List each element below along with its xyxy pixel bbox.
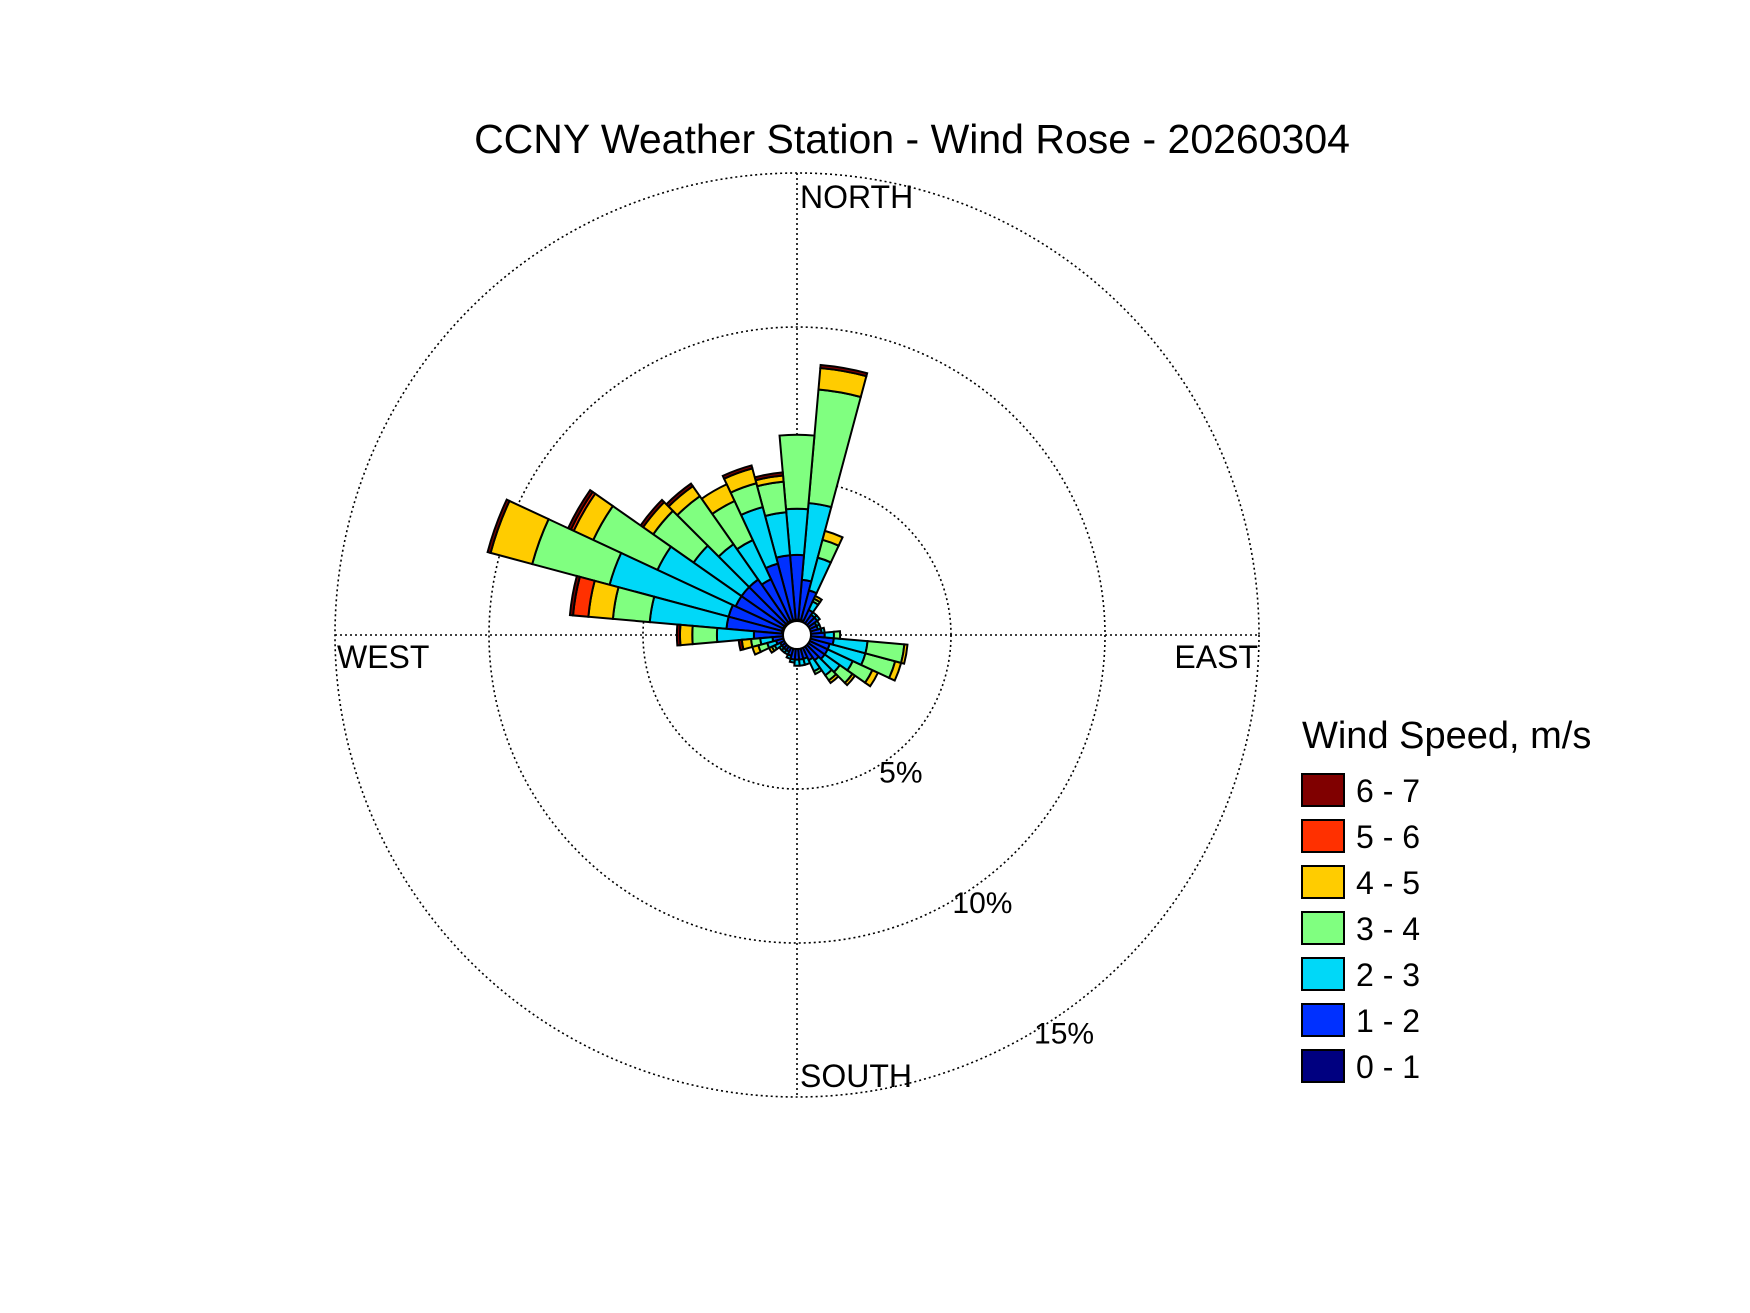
bar-dir-280-bin-7: [568, 574, 582, 617]
bar-dir-290-bin-7: [486, 498, 511, 555]
bar-dir-310-bin-7: [639, 498, 666, 529]
bar-dir-300-bin-7: [566, 488, 595, 531]
bar-dir-30-bin-5: [812, 594, 824, 604]
bar-dir-120-bin-5: [863, 668, 880, 688]
ring-label-2: 10%: [952, 887, 1012, 920]
bar-dir-130-bin-5: [843, 672, 857, 687]
chart-title: CCNY Weather Station - Wind Rose - 20260…: [474, 116, 1350, 162]
legend-swatch-6: [1301, 1003, 1345, 1037]
legend-label-2: 5 - 6: [1356, 819, 1420, 855]
bar-dir-40-bin-3: [809, 610, 819, 619]
legend: Wind Speed, m/s 6 - 7 5 - 6 4 - 5 3 - 4 2 - …: [1301, 715, 1591, 1085]
legend-label-5: 2 - 3: [1356, 957, 1420, 993]
bar-dir-240-bin-5: [767, 645, 776, 655]
legend-label-7: 0 - 1: [1356, 1049, 1420, 1085]
legend-swatch-1: [1301, 773, 1345, 807]
legend-label-4: 3 - 4: [1356, 911, 1420, 947]
wind-rose-bars: [486, 363, 909, 688]
bar-dir-340-bin-7: [721, 464, 754, 481]
legend-label-3: 4 - 5: [1356, 865, 1420, 901]
bar-dir-90-bin-4: [832, 630, 842, 640]
bar-dir-10-bin-7: [819, 363, 869, 378]
bar-dir-330-bin-5: [700, 482, 736, 516]
ring-label-1: 5%: [879, 756, 922, 789]
bar-dir-260-bin-7: [737, 638, 745, 652]
direction-label-south: SOUTH: [800, 1058, 912, 1094]
legend-title: Wind Speed, m/s: [1302, 715, 1591, 757]
direction-labels: NORTH EAST SOUTH WEST: [337, 179, 1258, 1094]
legend-swatch-2: [1301, 819, 1345, 853]
bar-dir-270-bin-4: [691, 624, 719, 646]
legend-swatch-5: [1301, 957, 1345, 991]
bar-dir-350-bin-7: [753, 471, 785, 482]
direction-label-west: WEST: [337, 639, 429, 675]
bar-dir-250-bin-5: [751, 644, 763, 656]
legend-swatch-7: [1301, 1049, 1345, 1083]
bar-dir-270-bin-7: [675, 623, 682, 647]
legend-label-6: 1 - 2: [1356, 1003, 1420, 1039]
ring-labels: 5% 10% 15%: [879, 756, 1094, 1050]
legend-swatch-4: [1301, 911, 1345, 945]
legend-swatch-3: [1301, 865, 1345, 899]
bar-dir-20-bin-5: [821, 529, 844, 548]
bar-dir-100-bin-5: [899, 643, 909, 665]
bar-dir-0-bin-4: [778, 433, 816, 511]
direction-label-east: EAST: [1174, 639, 1258, 675]
bar-dir-270-bin-5: [678, 623, 694, 647]
bar-dir-10-bin-4: [807, 388, 862, 509]
bar-dir-110-bin-5: [887, 660, 903, 682]
legend-label-1: 6 - 7: [1356, 773, 1420, 809]
ring-label-3: 15%: [1034, 1018, 1094, 1051]
center-hole: [782, 620, 812, 650]
direction-label-north: NORTH: [800, 179, 913, 215]
bar-dir-320-bin-7: [664, 482, 695, 508]
bar-dir-90-bin-3: [823, 630, 835, 640]
